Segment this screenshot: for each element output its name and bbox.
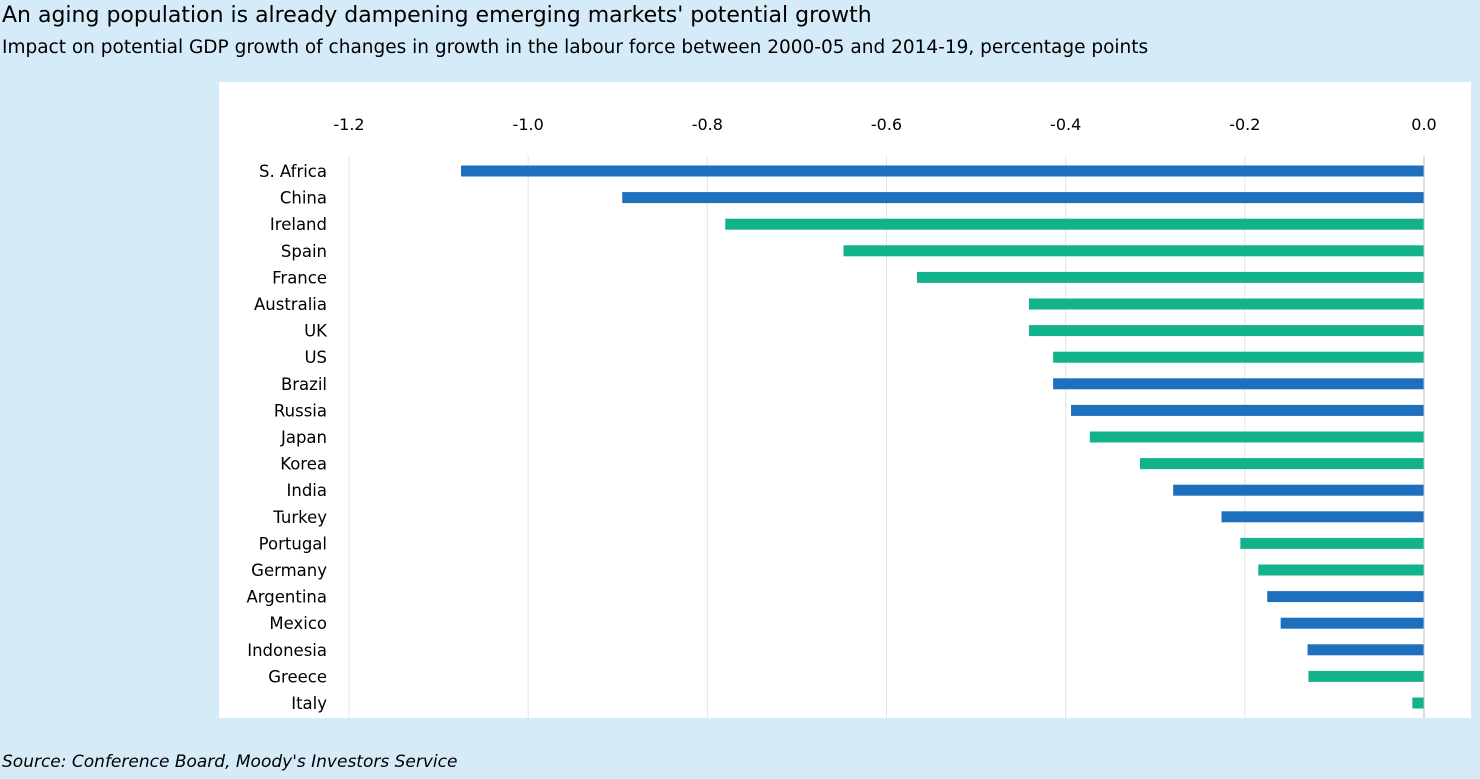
bar	[1028, 298, 1424, 310]
category-label: Mexico	[269, 614, 327, 633]
x-tick-label: -1.0	[513, 115, 544, 134]
bar	[1258, 564, 1424, 576]
category-label: S. Africa	[259, 162, 327, 181]
x-tick-label: -0.8	[692, 115, 723, 134]
bar	[916, 271, 1424, 283]
category-label: Spain	[281, 242, 327, 261]
bar	[1307, 644, 1424, 656]
category-label: Ireland	[270, 215, 327, 234]
category-label: Australia	[254, 295, 327, 314]
bar	[725, 218, 1424, 230]
bar	[1028, 325, 1424, 337]
bar	[1173, 484, 1424, 496]
bar	[843, 245, 1424, 257]
x-tick-label: -0.4	[1050, 115, 1081, 134]
category-label: France	[272, 268, 327, 287]
category-label: Germany	[251, 561, 327, 580]
category-label: India	[287, 481, 328, 500]
x-tick-label: -0.6	[871, 115, 902, 134]
bar	[1240, 537, 1424, 549]
chart-subtitle: Impact on potential GDP growth of change…	[2, 37, 1149, 58]
category-label: Greece	[268, 667, 327, 686]
chart-title: An aging population is already dampening…	[2, 3, 872, 28]
category-label: Korea	[280, 455, 327, 474]
category-label: Brazil	[281, 375, 327, 394]
category-label: Russia	[274, 401, 327, 420]
bar	[460, 165, 1424, 177]
bar-chart: -1.2 -1.0 -0.8 -0.6 -0.4 -0.2 0.0 S. Africa Chi…	[247, 115, 1437, 718]
bars	[460, 165, 1424, 709]
source-note: Source: Conference Board, Moody's Invest…	[2, 752, 458, 772]
bar	[1280, 617, 1424, 629]
bar	[622, 192, 1424, 204]
plot-area: -1.2 -1.0 -0.8 -0.6 -0.4 -0.2 0.0 S. Africa Chi…	[219, 82, 1471, 718]
bar	[1053, 351, 1424, 363]
bar	[1089, 431, 1424, 443]
category-label: UK	[304, 322, 328, 341]
x-tick-label: 0.0	[1411, 115, 1436, 134]
bar	[1267, 591, 1424, 603]
bar	[1140, 458, 1424, 470]
category-label: Argentina	[247, 588, 328, 607]
category-label: Italy	[291, 694, 327, 713]
bar	[1412, 697, 1424, 709]
x-tick-label: -0.2	[1229, 115, 1260, 134]
x-tick-label: -1.2	[333, 115, 364, 134]
category-labels: S. Africa China Ireland Spain France Australi…	[247, 162, 329, 713]
bar	[1071, 404, 1424, 416]
category-label: Turkey	[272, 508, 327, 527]
category-label: US	[304, 348, 327, 367]
bar	[1308, 670, 1424, 682]
category-label: Japan	[280, 428, 327, 447]
bar	[1221, 511, 1424, 523]
category-label: Portugal	[259, 534, 327, 553]
bar	[1053, 378, 1424, 390]
category-label: Indonesia	[247, 641, 327, 660]
x-axis-ticks: -1.2 -1.0 -0.8 -0.6 -0.4 -0.2 0.0	[333, 115, 1436, 134]
category-label: China	[280, 189, 327, 208]
